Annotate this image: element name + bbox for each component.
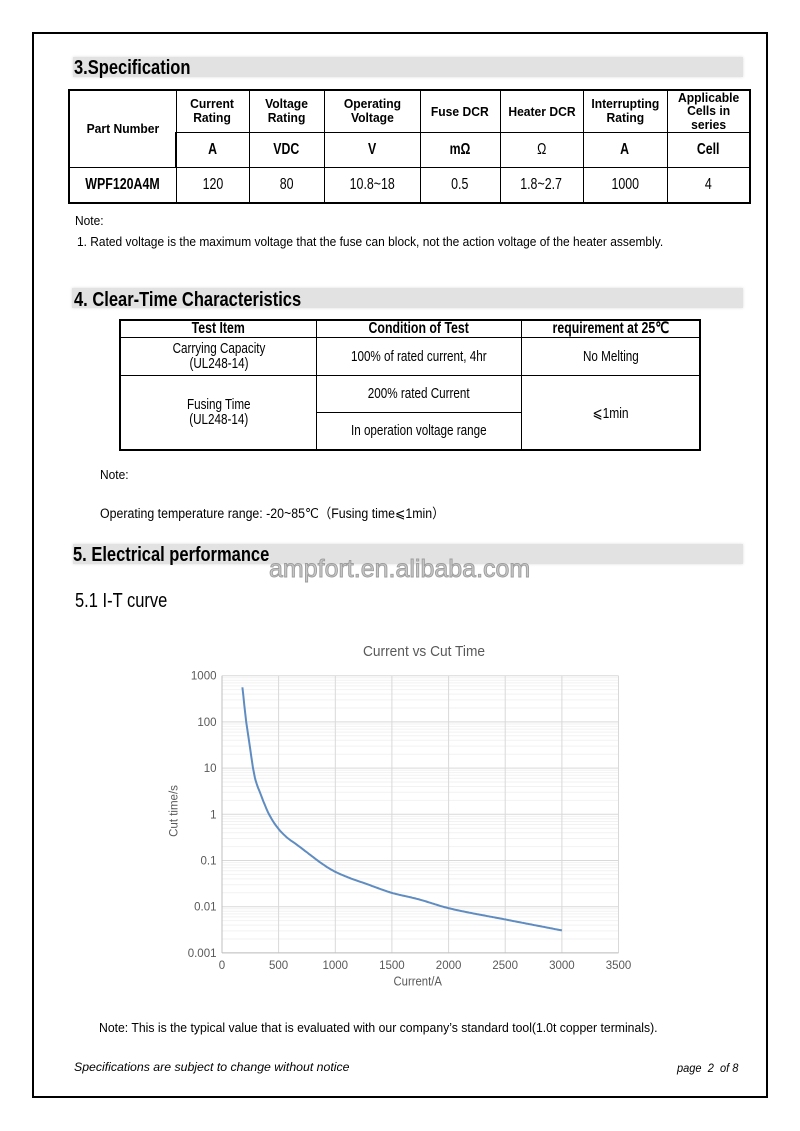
svg-text:1000: 1000 <box>323 960 349 972</box>
svg-text:2000: 2000 <box>436 960 462 972</box>
svg-text:1000: 1000 <box>191 671 217 683</box>
svg-text:10: 10 <box>204 763 217 775</box>
svg-text:Current/A: Current/A <box>394 974 443 989</box>
svg-text:500: 500 <box>269 960 288 972</box>
svg-text:Current vs Cut Time: Current vs Cut Time <box>363 644 485 660</box>
svg-text:0.01: 0.01 <box>194 902 216 914</box>
svg-text:3500: 3500 <box>606 960 632 972</box>
svg-text:0.1: 0.1 <box>201 856 217 868</box>
svg-text:1: 1 <box>210 809 216 821</box>
svg-text:100: 100 <box>197 717 216 729</box>
svg-text:Cut time/s: Cut time/s <box>169 785 181 837</box>
svg-text:1500: 1500 <box>379 960 405 972</box>
svg-text:3000: 3000 <box>549 960 575 972</box>
svg-text:0: 0 <box>219 960 225 972</box>
svg-text:0.001: 0.001 <box>188 948 217 960</box>
svg-text:2500: 2500 <box>492 960 518 972</box>
